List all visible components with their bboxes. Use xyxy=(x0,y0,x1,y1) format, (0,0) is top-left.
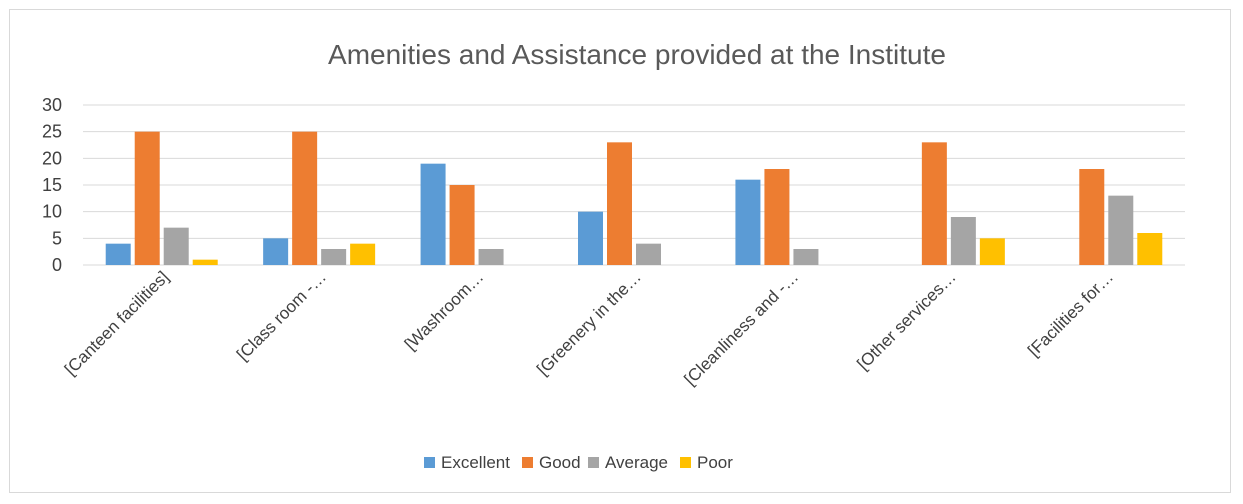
bar-average xyxy=(1108,195,1134,265)
legend-swatch-good xyxy=(522,457,533,468)
bar-poor xyxy=(192,259,218,265)
bar-average xyxy=(321,249,347,265)
legend-swatch-poor xyxy=(680,457,691,468)
bar-excellent xyxy=(578,211,603,265)
y-tick-label: 0 xyxy=(52,255,62,275)
legend-label-poor: Poor xyxy=(697,453,733,472)
bar-good xyxy=(607,142,632,265)
category-label: [Cleanliness and -… xyxy=(681,267,803,389)
gridlines xyxy=(83,104,1185,266)
bar-good xyxy=(764,169,790,265)
bar-good xyxy=(921,142,947,265)
bar-average xyxy=(793,249,819,265)
bars xyxy=(105,131,1163,265)
bar-excellent xyxy=(263,238,289,265)
bar-excellent xyxy=(420,163,446,265)
x-axis-categories: [Canteen facilities] [Class room -… [Washr… xyxy=(61,267,1117,389)
legend: Excellent Good Average Poor xyxy=(424,453,733,472)
category-label: [Class room -… xyxy=(233,267,330,364)
y-tick-label: 5 xyxy=(52,228,62,248)
bar-average xyxy=(950,217,976,265)
legend-swatch-excellent xyxy=(424,457,435,468)
bar-excellent xyxy=(105,243,131,265)
category-label: [Canteen facilities] xyxy=(61,267,173,379)
bar-average xyxy=(636,243,661,265)
y-tick-label: 15 xyxy=(42,175,62,195)
legend-swatch-average xyxy=(588,457,599,468)
bar-good xyxy=(449,185,475,265)
y-tick-label: 30 xyxy=(42,95,62,115)
bar-poor xyxy=(979,238,1005,265)
bar-average xyxy=(163,227,189,265)
y-tick-label: 20 xyxy=(42,148,62,168)
legend-label-good: Good xyxy=(539,453,581,472)
chart-title: Amenities and Assistance provided at the… xyxy=(328,39,946,70)
y-tick-label: 25 xyxy=(42,122,62,142)
category-label: [Facilities for… xyxy=(1024,267,1117,360)
category-label: [Washroom… xyxy=(401,267,487,353)
bar-excellent xyxy=(735,179,761,265)
legend-label-average: Average xyxy=(605,453,668,472)
bar-good xyxy=(292,131,318,265)
bar-good xyxy=(134,131,160,265)
bar-good xyxy=(1079,169,1105,265)
y-axis-ticks: 0 5 10 15 20 25 30 xyxy=(42,95,62,275)
category-label: [Other services… xyxy=(853,267,959,373)
bar-poor xyxy=(1137,233,1163,265)
bar-average xyxy=(478,249,504,265)
bar-poor xyxy=(350,243,376,265)
legend-label-excellent: Excellent xyxy=(441,453,510,472)
category-label: [Greenery in the… xyxy=(533,267,645,379)
y-tick-label: 10 xyxy=(42,202,62,222)
